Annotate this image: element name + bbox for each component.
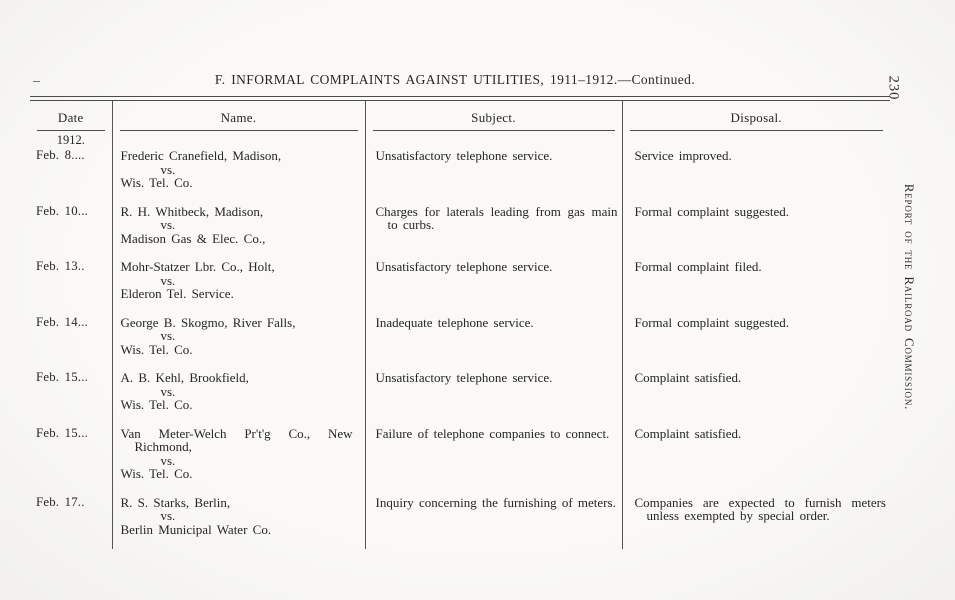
subject-cell: Failure of telephone companies to connec… xyxy=(364,424,622,494)
subject-text: Unsatisfactory telephone service. xyxy=(375,370,553,385)
complainant-name: A. B. Kehl, Brookfield, xyxy=(120,370,249,385)
complainant-name: R. H. Whitbeck, Madison, xyxy=(120,203,264,219)
respondent-name: Wis. Tel. Co. xyxy=(120,175,193,190)
subject-text: Failure of telephone companies to connec… xyxy=(375,425,610,441)
header-date: Date xyxy=(30,101,112,131)
name-cell: George B. Skogmo, River Falls, vs. Wis. … xyxy=(111,313,365,369)
respondent-name: Wis. Tel. Co. xyxy=(120,341,193,357)
disposal-text: Service improved. xyxy=(634,148,732,163)
disposal-text: Companies are expected to furnish meters… xyxy=(634,494,887,523)
disposal-cell: Formal complaint filed. xyxy=(621,258,890,314)
subject-text: Inquiry concerning the furnishing of met… xyxy=(375,494,616,510)
date-value: Feb. 15... xyxy=(36,370,88,384)
respondent-name: Wis. Tel. Co. xyxy=(120,466,193,481)
vs-label: vs. xyxy=(160,508,176,523)
disposal-cell: Formal complaint suggested. xyxy=(621,202,890,258)
vs-label: vs. xyxy=(160,272,176,288)
subject-text: Inadequate telephone service. xyxy=(375,314,534,330)
disposal-text: Formal complaint suggested. xyxy=(634,203,790,219)
date-value: Feb. 14... xyxy=(36,314,88,329)
table-row: Feb. 15... Van Meter-Welch Pr't'g Co., N… xyxy=(30,424,890,494)
subject-text: Unsatisfactory telephone service. xyxy=(375,148,553,163)
name-cell: A. B. Kehl, Brookfield, vs. Wis. Tel. Co… xyxy=(111,369,365,425)
subject-cell: Unsatisfactory telephone service. xyxy=(364,258,622,314)
subject-cell: Unsatisfactory telephone service. xyxy=(364,369,622,425)
respondent-name: Berlin Municipal Water Co. xyxy=(120,521,272,537)
subject-cell: Charges for laterals leading from gas ma… xyxy=(364,202,622,258)
side-caption: Report of the Railroad Commission. xyxy=(902,183,917,411)
year-label-cell: 1912. xyxy=(30,131,112,148)
complainant-name: Mohr-Statzer Lbr. Co., Holt, xyxy=(120,259,275,274)
name-cell: R. H. Whitbeck, Madison, vs. Madison Gas… xyxy=(111,202,365,258)
complainant-name: George B. Skogmo, River Falls, xyxy=(120,314,296,330)
date-value: Feb. 13.. xyxy=(36,259,85,273)
disposal-text: Formal complaint suggested. xyxy=(634,314,790,330)
table-row: Feb. 13.. Mohr-Statzer Lbr. Co., Holt, v… xyxy=(30,258,890,314)
respondent-name: Elderon Tel. Service. xyxy=(120,286,234,301)
table-row: Feb. 10... R. H. Whitbeck, Madison, vs. … xyxy=(30,202,890,258)
page-title: F. INFORMAL COMPLAINTS AGAINST UTILITIES… xyxy=(214,72,696,87)
table-row: Feb. 14... George B. Skogmo, River Falls… xyxy=(30,313,890,369)
respondent-name: Madison Gas & Elec. Co., xyxy=(120,230,266,246)
disposal-cell: Complaint satisfied. xyxy=(621,424,890,494)
vs-label: vs. xyxy=(160,328,176,343)
subject-cell: Inquiry concerning the furnishing of met… xyxy=(364,493,622,549)
complainant-name: R. S. Starks, Berlin, xyxy=(120,494,231,510)
table-row: Feb. 8.... Frederic Cranefield, Madison,… xyxy=(30,147,890,203)
vs-label: vs. xyxy=(160,383,176,399)
name-cell: Frederic Cranefield, Madison, vs. Wis. T… xyxy=(111,147,365,203)
disposal-cell: Complaint satisfied. xyxy=(621,369,890,425)
complainant-name: Van Meter-Welch Pr't'g Co., New Richmond… xyxy=(120,425,353,454)
vs-label: vs. xyxy=(160,452,176,468)
subject-text: Unsatisfactory telephone service. xyxy=(375,259,553,274)
table-top-double-rule xyxy=(30,96,890,101)
year-row: 1912. xyxy=(30,130,890,148)
complainant-name: Frederic Cranefield, Madison, xyxy=(120,148,282,163)
date-value: Feb. 17.. xyxy=(36,494,85,509)
header-name: Name. xyxy=(111,101,365,131)
disposal-text: Complaint satisfied. xyxy=(634,370,742,385)
name-cell: R. S. Starks, Berlin, vs. Berlin Municip… xyxy=(111,493,365,549)
year-label: 1912. xyxy=(56,132,85,147)
subject-cell: Inadequate telephone service. xyxy=(364,313,622,369)
disposal-cell: Service improved. xyxy=(621,147,890,203)
name-cell: Mohr-Statzer Lbr. Co., Holt, vs. Elderon… xyxy=(111,258,365,314)
respondent-name: Wis. Tel. Co. xyxy=(120,397,193,412)
name-cell: Van Meter-Welch Pr't'g Co., New Richmond… xyxy=(111,424,365,494)
complaints-table-wrapper: Date Name. Subject. Disposal. 1912. Feb.… xyxy=(30,96,890,549)
table-row: Feb. 15... A. B. Kehl, Brookfield, vs. W… xyxy=(30,369,890,425)
subject-cell: Unsatisfactory telephone service. xyxy=(364,147,622,203)
date-value: Feb. 15... xyxy=(36,425,88,440)
date-value: Feb. 10... xyxy=(36,203,88,218)
table-row: Feb. 17.. R. S. Starks, Berlin, vs. Berl… xyxy=(30,493,890,549)
table-header-row: Date Name. Subject. Disposal. xyxy=(30,101,890,131)
disposal-cell: Formal complaint suggested. xyxy=(621,313,890,369)
disposal-text: Complaint satisfied. xyxy=(634,425,742,441)
header-subject: Subject. xyxy=(364,101,622,131)
scan-artifact-dash xyxy=(33,81,40,82)
subject-text: Charges for laterals leading from gas ma… xyxy=(375,203,618,232)
disposal-text: Formal complaint filed. xyxy=(634,259,762,274)
vs-label: vs. xyxy=(160,161,176,177)
disposal-cell: Companies are expected to furnish meters… xyxy=(621,493,890,549)
complaints-table: Date Name. Subject. Disposal. 1912. Feb.… xyxy=(30,101,890,549)
date-value: Feb. 8.... xyxy=(36,148,85,162)
header-disposal: Disposal. xyxy=(621,101,890,131)
vs-label: vs. xyxy=(160,217,176,232)
